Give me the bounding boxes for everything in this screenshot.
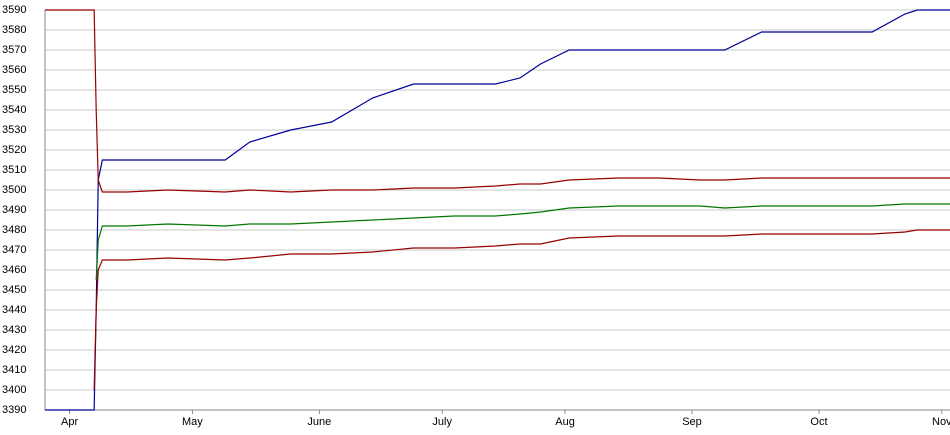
series-line: [45, 9, 950, 193]
y-tick-label: 3560: [2, 64, 26, 76]
y-tick-label: 3470: [2, 244, 26, 256]
y-tick-label: 3400: [2, 384, 26, 396]
y-tick-label: 3480: [2, 224, 26, 236]
series-line: [93, 229, 950, 391]
y-tick-label: 3390: [2, 404, 26, 416]
x-tick-label: Aug: [555, 416, 575, 428]
y-tick-label: 3410: [2, 364, 26, 376]
x-tick-label: Apr: [61, 416, 78, 428]
series-line: [45, 9, 950, 411]
x-tick-label: Nov: [932, 416, 950, 428]
y-tick-label: 3440: [2, 304, 26, 316]
y-tick-label: 3580: [2, 24, 26, 36]
y-tick-label: 3550: [2, 84, 26, 96]
y-tick-label: 3500: [2, 184, 26, 196]
y-tick-label: 3590: [2, 4, 26, 16]
y-tick-label: 3430: [2, 324, 26, 336]
x-tick-label: Oct: [810, 416, 827, 428]
y-tick-label: 3520: [2, 144, 26, 156]
y-tick-label: 3460: [2, 264, 26, 276]
y-tick-label: 3540: [2, 104, 26, 116]
y-tick-label: 3570: [2, 44, 26, 56]
y-tick-label: 3420: [2, 344, 26, 356]
y-tick-label: 3510: [2, 164, 26, 176]
x-tick-label: July: [432, 416, 452, 428]
y-tick-label: 3490: [2, 204, 26, 216]
y-tick-label: 3450: [2, 284, 26, 296]
y-tick-label: 3530: [2, 124, 26, 136]
x-tick-label: May: [182, 416, 203, 428]
x-tick-label: June: [307, 416, 331, 428]
series-line: [95, 203, 950, 281]
x-tick-label: Sep: [682, 416, 702, 428]
